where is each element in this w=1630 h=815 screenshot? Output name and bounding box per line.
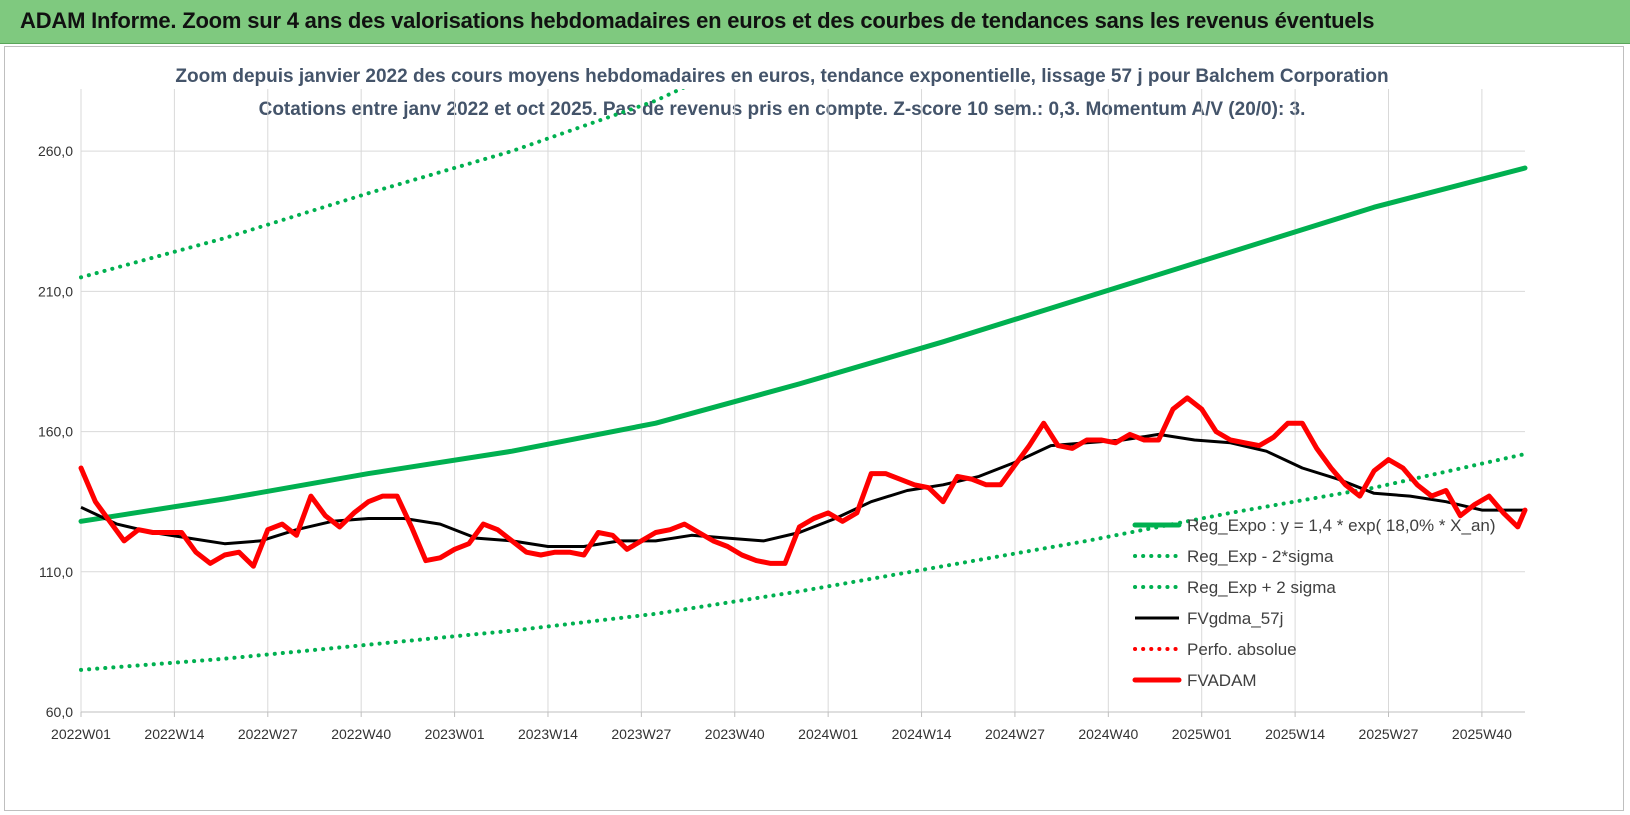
x-tick-label: 2023W27 bbox=[611, 726, 671, 742]
banner-title: ADAM Informe. Zoom sur 4 ans des valoris… bbox=[20, 8, 1375, 33]
y-tick-label: 110,0 bbox=[39, 564, 73, 580]
chart-title: Zoom depuis janvier 2022 des cours moyen… bbox=[175, 66, 1388, 87]
x-tick-label: 2024W27 bbox=[985, 726, 1045, 742]
axes: 60,0 110,0 160,0 210,0 260,0 2022W01 2022W14 20… bbox=[38, 143, 1525, 742]
y-tick-label: 60,0 bbox=[46, 704, 73, 720]
x-tick-label: 2025W40 bbox=[1452, 726, 1512, 742]
x-tick-label: 2022W01 bbox=[51, 726, 111, 742]
x-tick-label: 2023W14 bbox=[518, 726, 578, 742]
x-tick-label: 2024W40 bbox=[1078, 726, 1138, 742]
legend-label: Reg_Exp - 2*sigma bbox=[1187, 547, 1334, 566]
series-line-0 bbox=[78, 165, 1528, 524]
x-tick-label: 2022W14 bbox=[144, 726, 204, 742]
legend-label: Reg_Exp + 2 sigma bbox=[1187, 578, 1336, 597]
grid bbox=[80, 89, 1525, 713]
x-tick-label: 2024W01 bbox=[798, 726, 858, 742]
report-banner: ADAM Informe. Zoom sur 4 ans des valoris… bbox=[0, 0, 1630, 44]
line-chart: Zoom depuis janvier 2022 des cours moyen… bbox=[38, 66, 1528, 742]
x-tick-label: 2025W27 bbox=[1359, 726, 1419, 742]
chart-subtitle: Cotations entre janv 2022 et oct 2025. P… bbox=[259, 99, 1306, 120]
x-tick-label: 2024W14 bbox=[892, 726, 952, 742]
y-tick-label: 160,0 bbox=[38, 424, 73, 440]
series-layer bbox=[78, 89, 1528, 672]
legend-label: Perfo. absolue bbox=[1187, 640, 1297, 659]
x-tick-label: 2025W14 bbox=[1265, 726, 1325, 742]
series-line-2 bbox=[79, 89, 686, 280]
x-tick-label: 2022W40 bbox=[331, 726, 391, 742]
x-tick-label: 2022W27 bbox=[238, 726, 298, 742]
x-tick-label: 2023W40 bbox=[705, 726, 765, 742]
legend-label: FVgdma_57j bbox=[1187, 609, 1283, 628]
legend: Reg_Expo : y = 1,4 * exp( 18,0% * X_an) R… bbox=[1132, 516, 1496, 690]
series-line-1 bbox=[79, 452, 1527, 672]
legend-label: FVADAM bbox=[1187, 671, 1257, 690]
x-tick-label: 2023W01 bbox=[425, 726, 485, 742]
legend-label: Reg_Expo : y = 1,4 * exp( 18,0% * X_an) bbox=[1187, 516, 1496, 535]
y-tick-label: 260,0 bbox=[38, 143, 73, 159]
x-tick-label: 2025W01 bbox=[1172, 726, 1232, 742]
y-tick-label: 210,0 bbox=[38, 283, 73, 299]
series-line-5 bbox=[78, 395, 1528, 569]
chart-area: Zoom depuis janvier 2022 des cours moyen… bbox=[4, 46, 1624, 811]
